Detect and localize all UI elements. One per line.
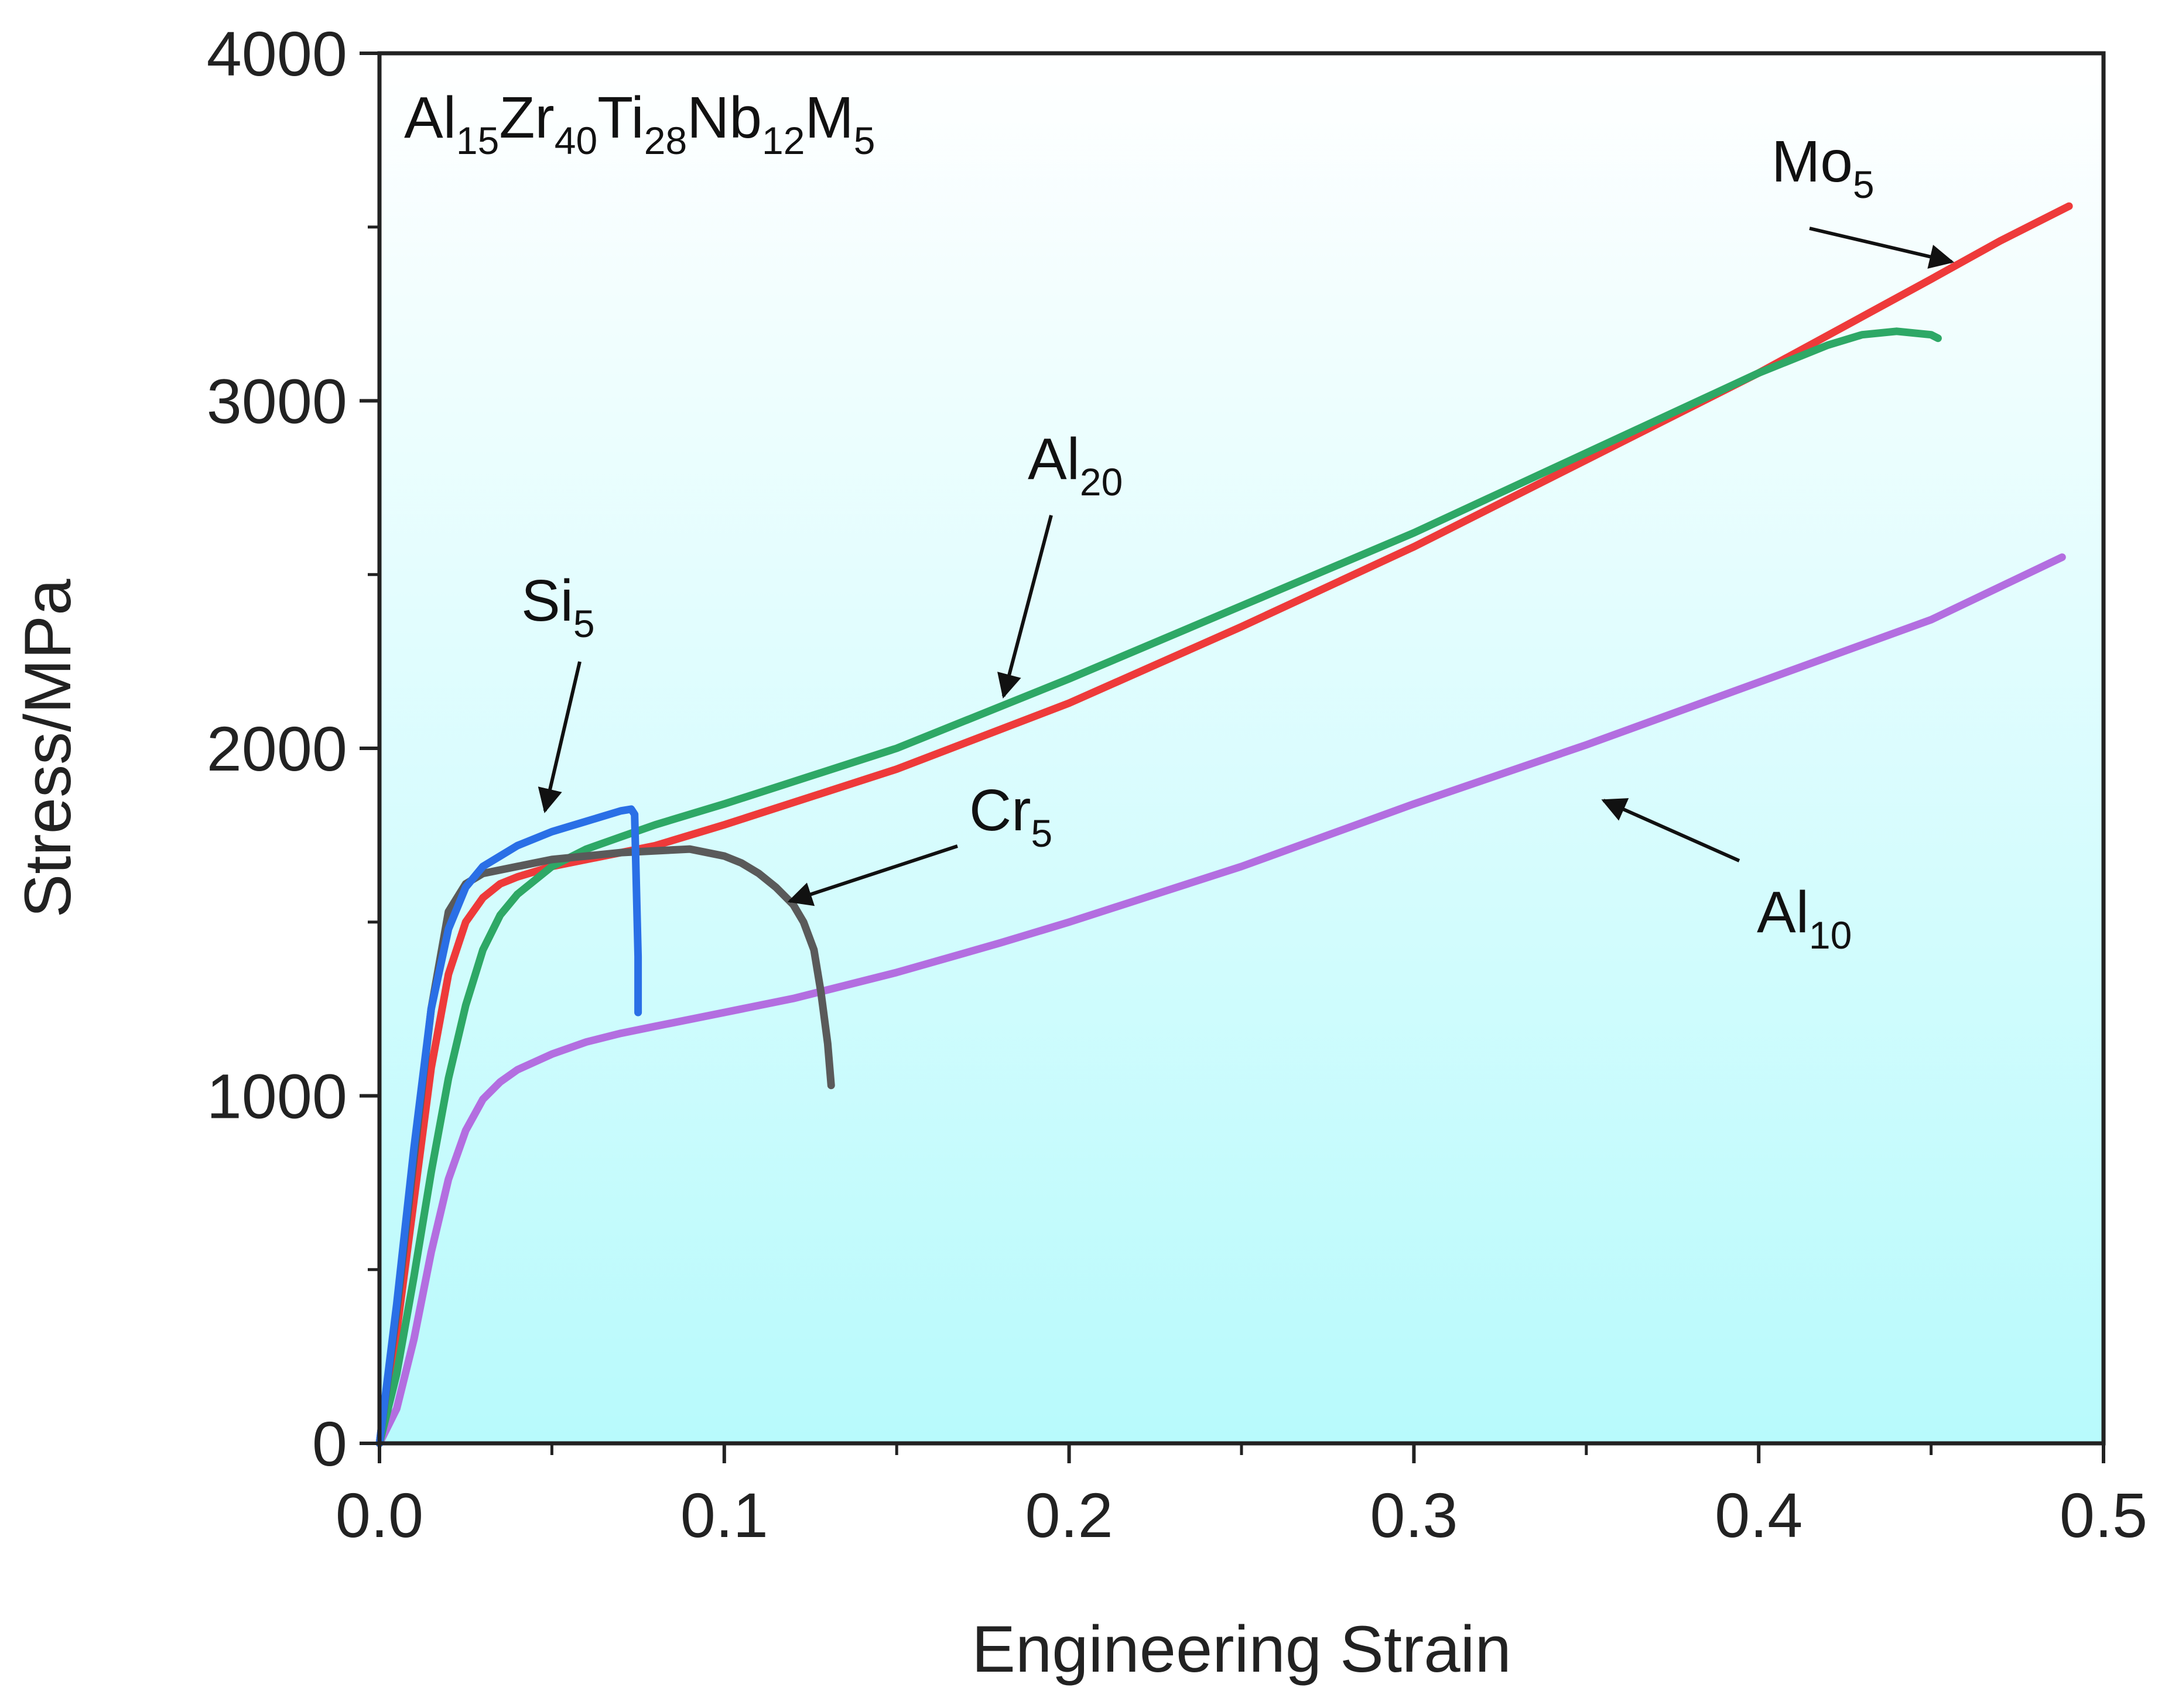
composition-label: Al15​Zr40​Ti28​Nb12​M5​	[404, 85, 875, 162]
y-tick-label: 4000	[207, 18, 347, 89]
annotation-arrow	[997, 515, 1053, 699]
series-line-al20	[375, 327, 1942, 1447]
series-line-si5	[375, 805, 642, 1447]
x-axis-title: Engineering Strain	[972, 1613, 1511, 1686]
x-tick-label: 0.3	[1370, 1480, 1458, 1550]
annotation-arrow	[787, 844, 958, 906]
x-tick-label: 0.2	[1025, 1480, 1113, 1550]
annotation-arrow	[1809, 227, 1955, 269]
y-tick-label: 2000	[207, 713, 347, 784]
y-tick-label: 1000	[207, 1061, 347, 1132]
series-line-al10	[375, 553, 2066, 1447]
annotation-si5: Si5	[521, 568, 595, 813]
plot-background	[379, 53, 2104, 1443]
annotation-label: Al10	[1757, 879, 1852, 957]
annotation-al20: Al20	[997, 426, 1123, 699]
annotation-label: Mo5	[1771, 129, 1875, 206]
x-axis-ticks: 0.0 0.1 0.2 0.3 0.4 0.5	[336, 1443, 2147, 1550]
x-tick-label: 0.5	[2060, 1480, 2147, 1550]
annotation-label: Cr5	[969, 778, 1052, 855]
y-tick-label: 0	[312, 1408, 347, 1479]
annotation-label: Al20	[1028, 426, 1123, 504]
annotations-layer: Mo5 Al20 Si5 Cr5 Al10	[521, 129, 1955, 957]
annotation-arrow	[1601, 798, 1740, 862]
annotation-cr5: Cr5	[787, 778, 1052, 906]
y-tick-label: 3000	[207, 366, 347, 437]
x-tick-label: 0.1	[680, 1480, 768, 1550]
annotation-label: Si5	[521, 568, 595, 645]
annotation-mo5: Mo5	[1771, 129, 1955, 269]
annotation-arrow	[538, 661, 582, 813]
annotation-al10: Al10	[1601, 798, 1852, 957]
x-tick-label: 0.4	[1715, 1480, 1803, 1550]
y-axis-title: Stress/MPa	[11, 579, 84, 918]
y-axis-ticks: 0 1000 2000 3000 4000	[207, 18, 379, 1479]
x-tick-label: 0.0	[336, 1480, 423, 1550]
series-layer	[375, 202, 2073, 1447]
